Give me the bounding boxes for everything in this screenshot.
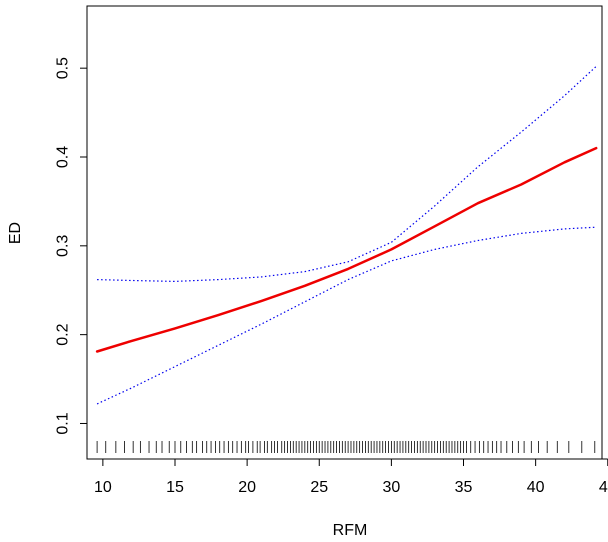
y-axis-title: ED: [7, 222, 24, 244]
y-tick-label: 0.2: [55, 323, 72, 345]
series-lower-ci-line: [96, 226, 597, 405]
plot-frame: [86, 5, 603, 460]
y-tick-label: 0.3: [55, 235, 72, 257]
rug-layer: [96, 441, 596, 453]
x-tick-label: 45: [599, 479, 608, 496]
x-tick-label: 25: [310, 479, 328, 496]
x-tick-label: 30: [382, 479, 400, 496]
y-tick-label: 0.4: [55, 146, 72, 168]
series-estimate-line: [95, 146, 598, 353]
y-tick-label: 0.5: [55, 57, 72, 79]
x-tick-label: 40: [527, 479, 545, 496]
x-axis: 10 15 20 25 30 35 40 45: [94, 458, 608, 496]
x-tick-label: 15: [166, 479, 184, 496]
y-axis: 0.1 0.2 0.3 0.4 0.5: [55, 57, 88, 435]
x-tick-label: 35: [455, 479, 473, 496]
x-tick-label: 10: [94, 479, 112, 496]
x-axis-title: RFM: [333, 522, 368, 539]
series-layer: [95, 65, 598, 405]
series-upper-ci-line: [97, 65, 597, 283]
x-tick-label: 20: [238, 479, 256, 496]
y-tick-label: 0.1: [55, 412, 72, 434]
